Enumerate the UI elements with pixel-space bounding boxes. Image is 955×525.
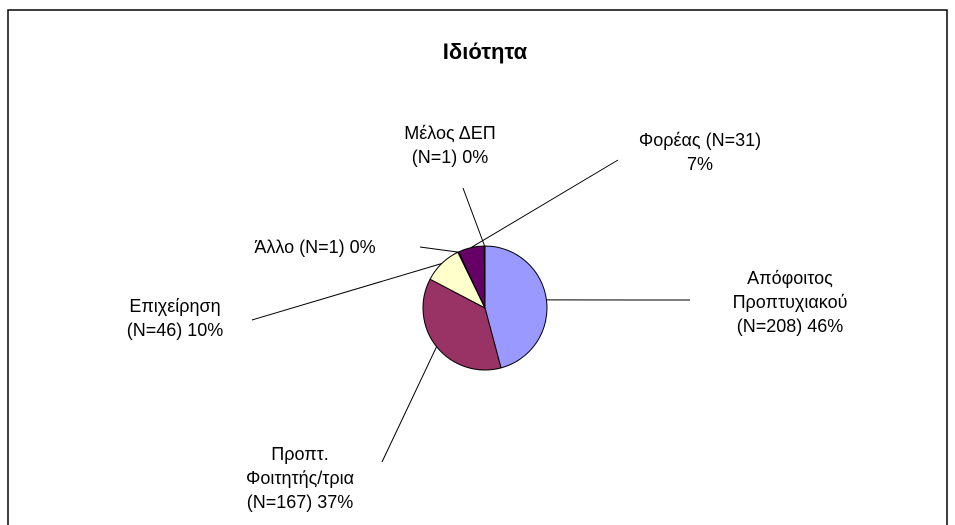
category-label: Άλλο (N=1) — [254, 237, 345, 257]
value-label: 0% — [349, 237, 376, 257]
category-label: Απόφοιτος Προπτυχιακού (N=208) — [732, 268, 848, 336]
value-label: 10% — [187, 320, 224, 340]
category-label: Φορέας (N=31) — [638, 130, 762, 150]
leader-line — [381, 346, 438, 463]
category-label: Επιχείρηση (N=46) — [126, 296, 221, 340]
chart-frame — [7, 9, 948, 525]
slice-label: Επιχείρηση (N=46) 10% — [110, 294, 240, 342]
slice-label: Απόφοιτος Προπτυχιακού (N=208) 46% — [725, 266, 855, 338]
slice-label: Μέλος ΔΕΠ (N=1) 0% — [395, 121, 505, 169]
slice-label: Άλλο (N=1) 0% — [205, 235, 425, 259]
leader-line — [419, 246, 459, 253]
slice-label: Φορέας (N=31) 7% — [625, 128, 775, 176]
leader-line — [251, 263, 442, 321]
value-label: 46% — [807, 316, 844, 336]
slice-label: Προπτ. Φοιτητής/τρια (N=167) 37% — [235, 442, 365, 514]
leader-line — [470, 159, 619, 249]
value-label: 37% — [317, 492, 354, 512]
value-label: 0% — [462, 147, 489, 167]
category-label: Μέλος ΔΕΠ (N=1) — [404, 123, 496, 167]
category-label: Προπτ. Φοιτητής/τρια (N=167) — [245, 444, 355, 512]
value-label: 7% — [686, 154, 713, 174]
chart-title: Ιδιότητα — [442, 39, 528, 64]
leader-line — [462, 187, 486, 247]
